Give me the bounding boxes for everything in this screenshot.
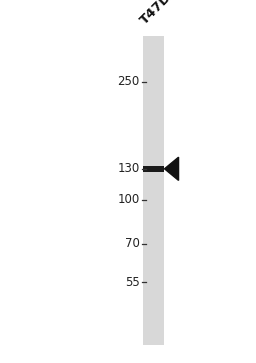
Bar (143, 36, 164, 345)
Polygon shape (164, 157, 179, 180)
Text: 100: 100 (117, 193, 140, 206)
Bar (143, 166, 164, 172)
Text: 130: 130 (117, 162, 140, 175)
Text: 55: 55 (125, 276, 140, 289)
Text: 70: 70 (125, 237, 140, 250)
Text: T47D: T47D (138, 0, 174, 27)
Text: 250: 250 (117, 75, 140, 88)
